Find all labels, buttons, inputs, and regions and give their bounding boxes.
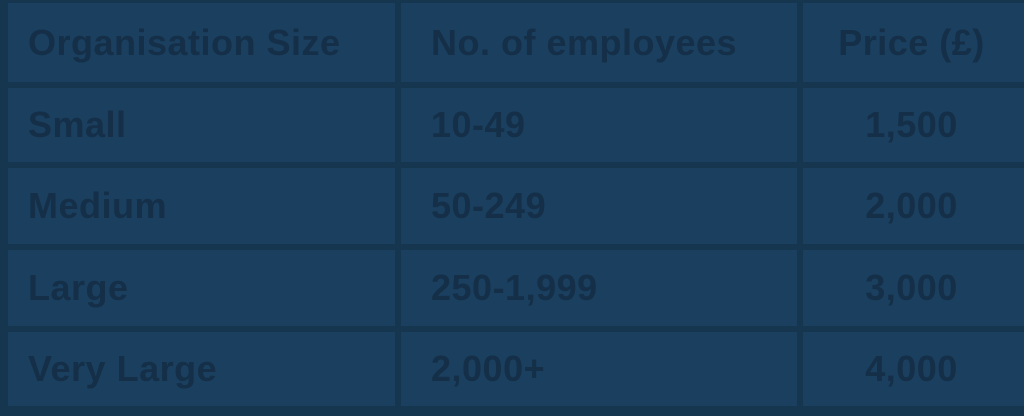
cell-employees-small: 10-49 <box>401 88 797 162</box>
cell-org-size-small: Small <box>8 88 395 162</box>
cell-price-very-large: 4,000 <box>803 332 1024 406</box>
cell-price-small: 1,500 <box>803 88 1024 162</box>
cell-price-large: 3,000 <box>803 250 1024 326</box>
cell-employees-medium: 50-249 <box>401 168 797 244</box>
cell-org-size-very-large: Very Large <box>8 332 395 406</box>
cell-price-medium: 2,000 <box>803 168 1024 244</box>
cell-org-size-medium: Medium <box>8 168 395 244</box>
header-cell-no-of-employees: No. of employees <box>401 3 797 82</box>
cell-employees-large: 250-1,999 <box>401 250 797 326</box>
header-cell-organisation-size: Organisation Size <box>8 3 395 82</box>
cell-org-size-large: Large <box>8 250 395 326</box>
cell-employees-very-large: 2,000+ <box>401 332 797 406</box>
header-cell-price: Price (£) <box>803 3 1024 82</box>
